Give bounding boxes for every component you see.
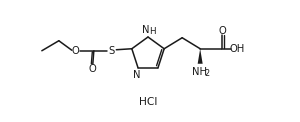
Text: O: O — [89, 64, 97, 74]
Text: 2: 2 — [205, 69, 210, 78]
Text: O: O — [72, 46, 80, 56]
Text: S: S — [109, 46, 115, 56]
Text: N: N — [142, 25, 150, 35]
Text: OH: OH — [230, 44, 245, 54]
Text: NH: NH — [192, 67, 207, 77]
Polygon shape — [198, 49, 203, 64]
Text: HCl: HCl — [139, 97, 157, 107]
Text: H: H — [149, 26, 155, 36]
Text: O: O — [218, 26, 226, 36]
Text: N: N — [133, 70, 141, 80]
